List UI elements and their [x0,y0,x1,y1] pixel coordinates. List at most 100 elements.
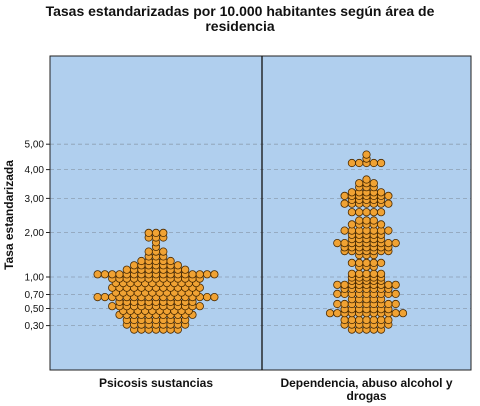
dot-1-24-2 [362,208,371,217]
dot-1-7-8 [391,289,400,298]
dot-1-22-0 [347,220,356,229]
dot-1-32-3 [369,158,378,168]
dot-1-18-1 [340,239,349,248]
dot-1-2-2 [355,315,364,325]
category-label-1-1: drogas [346,389,386,403]
chart-title-line-1: Tasas estandarizadas por 10.000 habitant… [45,3,435,19]
y-tick-label-5: 3,00 [25,194,45,205]
dot-1-3-1 [333,309,342,318]
dot-1-32-1 [355,158,364,168]
dot-1-3-10 [398,309,408,318]
chart-title-line-2: residencia [205,18,275,34]
dot-1-18-7 [384,239,393,248]
chart-title: Tasas estandarizadas por 10.000 habitant… [0,4,480,34]
category-label-0-0: Psicosis sustancias [99,376,213,390]
plot-background [50,56,471,370]
dot-0-12-1 [100,270,110,279]
dot-1-27-0 [340,191,349,200]
dot-0-12-16 [210,270,219,279]
dot-1-14-2 [362,258,371,267]
dot-1-5-1 [340,299,349,309]
dot-0-14-0 [130,261,139,270]
dot-0-5-12 [195,302,204,311]
dot-0-13-8 [181,265,190,274]
dot-1-7-0 [333,289,342,298]
dot-1-12-1 [355,269,364,278]
dot-0-15-4 [166,256,175,266]
dot-1-2-4 [369,315,378,325]
dot-1-18-0 [333,239,342,248]
dot-1-2-0 [340,315,349,325]
dot-1-5-7 [384,299,393,309]
category-label-1-0: Dependencia, abuso alcohol y [280,376,452,390]
dot-0-5-0 [108,302,117,311]
dot-0-7-16 [210,292,219,302]
dot-0-7-1 [100,292,110,302]
dot-1-32-0 [347,158,356,168]
dot-0-12-0 [93,270,102,279]
dot-1-12-3 [369,269,378,278]
y-tick-label-7: 5,00 [25,140,45,151]
dot-1-2-5 [376,315,386,325]
dot-1-23-1 [362,216,371,225]
dot-1-25-6 [384,199,393,208]
dot-1-24-4 [376,208,386,217]
y-tick-label-6: 4,00 [25,165,45,176]
dot-1-27-6 [384,191,393,200]
dot-1-25-0 [340,199,349,208]
dot-1-30-0 [355,179,364,188]
dot-1-24-1 [355,208,364,217]
dot-1-9-0 [333,280,342,289]
dot-0-12-3 [115,270,124,279]
dot-1-14-4 [376,258,386,267]
plot-frame [49,55,472,371]
y-tick-label-2: 0,70 [25,290,45,301]
dot-1-2-6 [384,315,393,325]
dot-1-34-0 [362,150,371,159]
dot-1-28-4 [376,188,386,197]
dot-0-21-1 [151,228,161,237]
dot-1-24-3 [369,208,378,217]
dot-0-12-13 [188,270,197,279]
dot-0-21-0 [144,228,153,237]
dot-0-12-2 [108,270,117,279]
dot-1-21-0 [340,226,349,235]
dot-1-21-6 [384,226,393,235]
dot-1-28-0 [347,188,356,197]
dot-1-9-1 [340,280,349,289]
dot-1-2-1 [347,315,356,325]
dot-1-5-8 [391,299,400,309]
y-tick-label-1: 0,50 [25,304,45,315]
y-tick-label-3: 1,00 [25,273,45,284]
dot-1-12-0 [347,269,356,278]
dot-1-9-7 [384,280,393,289]
dot-1-12-2 [362,269,371,278]
dot-1-9-8 [391,280,400,289]
dot-0-15-0 [137,256,146,266]
dot-1-31-0 [362,175,371,184]
dot-0-7-0 [93,292,102,302]
dot-1-3-0 [325,309,335,318]
dot-1-14-3 [369,258,378,267]
y-tick-label-0: 0,30 [25,321,45,332]
dot-1-14-1 [355,258,364,267]
dot-0-21-2 [159,228,168,237]
dot-1-18-8 [391,239,400,248]
dot-0-12-14 [195,270,204,279]
dot-1-22-4 [376,220,386,229]
dot-1-23-0 [355,216,364,225]
dot-1-23-2 [369,216,378,225]
dot-1-5-0 [333,299,342,309]
y-tick-label-4: 2,00 [25,228,45,239]
dot-1-3-9 [391,309,400,318]
dot-1-24-0 [347,208,356,217]
dot-1-2-3 [362,315,371,325]
dot-0-7-15 [203,292,212,302]
dot-0-14-6 [173,261,182,270]
dot-0-17-2 [159,247,168,256]
y-axis-title: Tasa estandarizada [2,160,16,270]
dot-1-14-0 [347,258,356,267]
dot-1-12-4 [376,269,386,278]
dot-1-30-2 [369,179,378,188]
